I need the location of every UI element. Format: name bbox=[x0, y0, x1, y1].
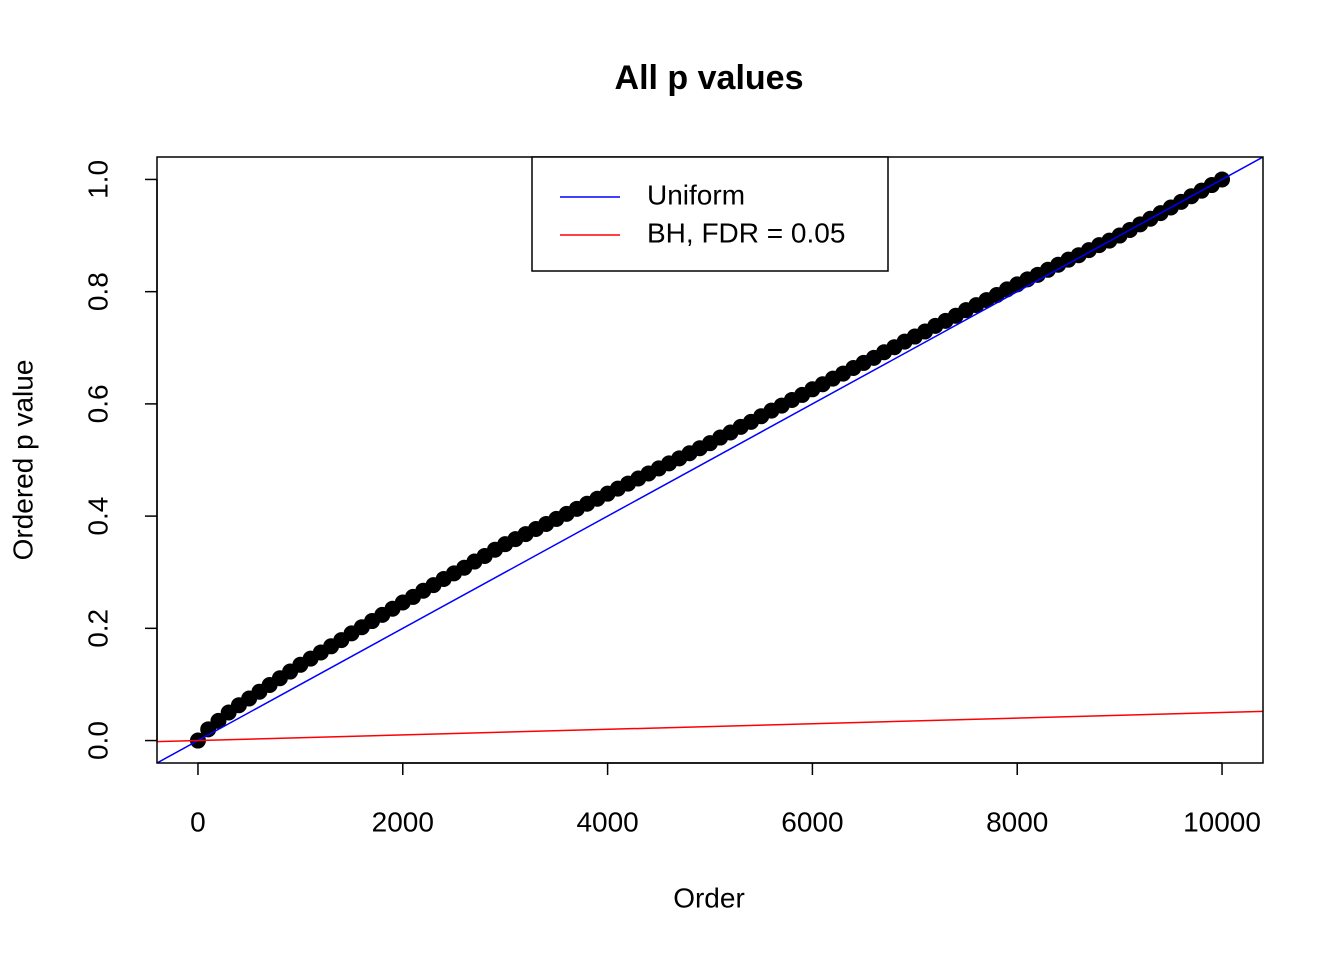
y-axis-label: Ordered p value bbox=[7, 360, 38, 561]
x-tick-label: 10000 bbox=[1183, 806, 1261, 837]
y-tick-label: 0.2 bbox=[82, 609, 113, 648]
legend-box bbox=[531, 156, 889, 272]
x-tick-label: 2000 bbox=[372, 806, 434, 837]
y-tick-label: 0.6 bbox=[82, 384, 113, 423]
legend-label: BH, FDR = 0.05 bbox=[647, 217, 845, 248]
reference-line bbox=[157, 157, 1263, 763]
y-tick-label: 0.4 bbox=[82, 497, 113, 536]
legend-label: Uniform bbox=[647, 179, 745, 210]
x-tick-label: 6000 bbox=[781, 806, 843, 837]
x-tick-label: 8000 bbox=[986, 806, 1048, 837]
plot-area bbox=[157, 157, 1263, 763]
y-tick-label: 1.0 bbox=[82, 160, 113, 199]
x-axis-label: Order bbox=[673, 882, 745, 913]
x-tick-label: 4000 bbox=[576, 806, 638, 837]
y-tick-label: 0.8 bbox=[82, 272, 113, 311]
chart-title: All p values bbox=[615, 59, 804, 97]
y-tick-label: 0.0 bbox=[82, 721, 113, 760]
x-tick-label: 0 bbox=[190, 806, 206, 837]
reference-line bbox=[157, 710, 1263, 743]
